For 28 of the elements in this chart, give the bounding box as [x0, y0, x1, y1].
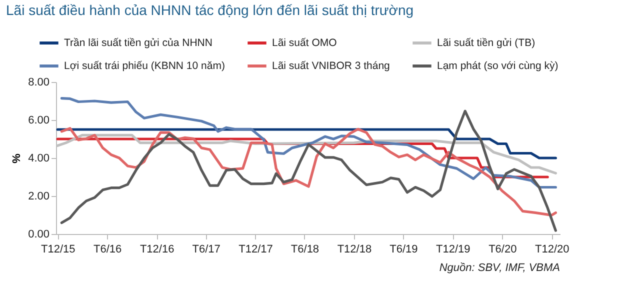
x-tick-label: T6/17: [192, 244, 220, 256]
x-tick-label: T6/19: [390, 244, 418, 256]
x-tick-label: T12/18: [337, 244, 372, 256]
x-tick-label: T12/17: [238, 244, 273, 256]
y-tick-label: 4.00: [28, 152, 50, 164]
x-tick-label: T12/16: [140, 244, 174, 256]
x-tick-label: T12/19: [436, 244, 470, 256]
legend-label: Lợi suất trái phiếu (KBNN 10 năm): [64, 60, 225, 72]
x-tick-label: T6/16: [94, 244, 122, 256]
y-tick-label: 8.00: [28, 76, 50, 88]
x-tick-label: T12/15: [40, 244, 76, 256]
y-tick-label: 0.00: [28, 228, 50, 240]
legend-label: Lạm phát (so với cùng kỳ): [437, 60, 558, 72]
x-tick-label: T6/18: [290, 244, 320, 256]
y-tick-label: 2.00: [28, 190, 50, 202]
y-tick-label: 6.00: [28, 114, 50, 126]
y-axis-title: %: [11, 153, 24, 164]
chart-title: Lãi suất điều hành của NHNN tác động lớn đến lãi suất thị trường: [6, 2, 414, 18]
text: Nguồn: SBV, IMF, VBMA: [439, 262, 560, 274]
line-series: [60, 110, 557, 232]
line-series: [60, 97, 557, 189]
x-tick-label: T6/20: [488, 244, 517, 256]
legend-label: Lãi suất VNIBOR 3 tháng: [272, 60, 390, 72]
line-series: [60, 127, 557, 216]
x-tick-label: T12/20: [534, 244, 570, 256]
legend-label: Lãi suất OMO: [272, 37, 337, 49]
legend-label: Trần lãi suất tiền gửi của NHNN: [64, 37, 212, 49]
legend-label: Lãi suất tiền gửi (TB): [437, 37, 536, 49]
